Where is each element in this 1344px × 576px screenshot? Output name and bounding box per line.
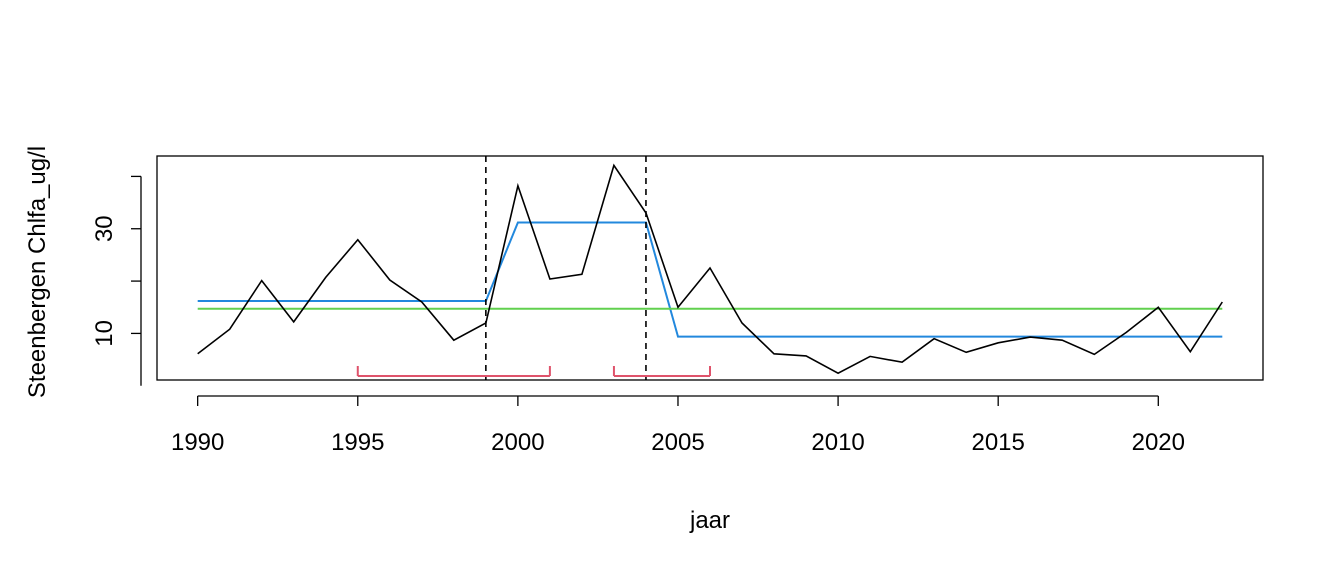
data-point [451,338,456,343]
data-point [740,320,745,325]
y-tick-label: 30 [91,215,118,242]
x-tick-label: 1990 [171,429,224,456]
data-point [964,350,969,355]
data-point [932,336,937,341]
data-point [387,278,392,283]
data-point [868,354,873,359]
confidence-interval-1 [356,366,551,377]
series-line-1 [197,163,1223,375]
x-tick-label: 2020 [1132,429,1185,456]
data-point [1124,330,1129,335]
data-point [227,327,232,332]
confidence-interval-2 [612,366,711,377]
x-tick-label: 2000 [491,429,544,456]
data-point [1156,305,1161,310]
x-tick-label: 2015 [971,429,1024,456]
y-tick-label: 10 [91,320,118,347]
data-point [195,351,200,356]
y-axis-title: Steenbergen Chlfa_ug/l [24,146,51,398]
data-point [515,183,520,188]
data-point [836,371,841,376]
data-point [259,278,264,283]
x-axis: 1990 1995 2000 2005 2010 2015 2020 [171,395,1185,456]
data-point [1092,352,1097,357]
data-point [1060,338,1065,343]
data-point [675,305,680,310]
data-point [355,237,360,242]
data-point [772,351,777,356]
x-axis-title: jaar [689,507,730,534]
data-point [419,300,424,305]
x-tick-label: 2010 [811,429,864,456]
data-point [579,272,584,277]
segment-line-1 [197,221,1223,338]
x-tick-label: 1995 [331,429,384,456]
data-point [1220,300,1225,305]
data-point [1028,335,1033,340]
data-point [611,163,616,168]
data-point [804,353,809,358]
data-point [547,276,552,281]
data-point [323,275,328,280]
data-point [900,360,905,365]
data-point [291,319,296,324]
data-point [643,211,648,216]
data-point [483,320,488,325]
data-point [708,266,713,271]
plot-frame [156,155,1264,381]
y-axis: 10 30 [91,175,142,386]
x-tick-label: 2005 [651,429,704,456]
data-point [1188,349,1193,354]
data-point [996,340,1001,345]
